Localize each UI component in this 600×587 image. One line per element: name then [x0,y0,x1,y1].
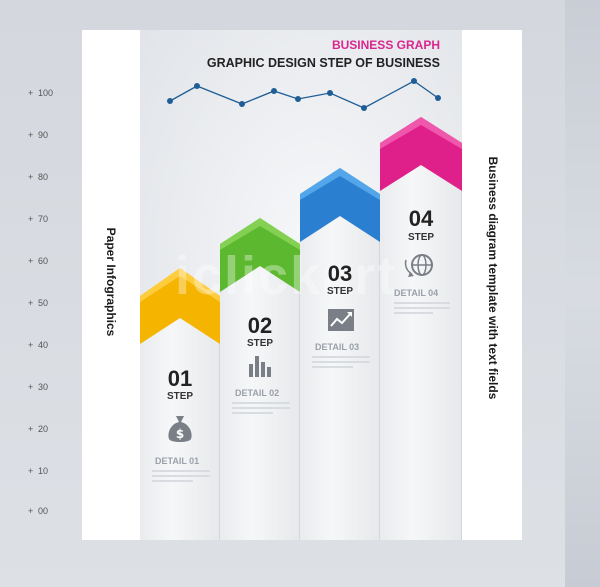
step-label-03: STEP [326,286,354,297]
axis-tick: +100 [28,88,54,98]
line-graph-point [435,95,441,101]
right-strip [462,30,522,540]
axis-tick: +80 [28,172,49,182]
business-graph-title: BUSINESS GRAPH [331,38,440,52]
globe-icon [404,254,433,277]
axis-tick: +50 [28,298,49,308]
left-strip [82,30,140,540]
axis-tick: +40 [28,340,49,350]
trend-chart-icon [328,309,354,331]
line-graph-point [194,83,200,89]
step-column-02 [220,245,300,540]
step-label-02: STEP [246,338,274,349]
line-graph-point [327,90,333,96]
line-graph-point [271,88,277,94]
axis-tick: +60 [28,256,49,266]
line-graph-point [167,98,173,104]
step-detail-01: DETAIL 01 [155,456,200,466]
watermark: iclickart [175,246,398,306]
step-arrow-01 [140,268,220,344]
axis-tick: +10 [28,466,49,476]
step-arrow-03 [300,168,380,242]
line-graph-point [295,96,301,102]
line-graph-point [411,78,417,84]
detail-text-lines-01 [152,470,210,485]
bar-chart-icon [249,356,271,377]
detail-text-lines-02 [232,402,290,417]
svg-text:$: $ [176,427,184,441]
money-bag-icon: $ [168,416,192,442]
line-graph-path [169,80,439,109]
step-number-02: 02 [247,313,273,338]
detail-text-lines-03 [312,356,370,371]
step-detail-02: DETAIL 02 [235,388,280,398]
step-number-04: 04 [408,206,434,231]
step-label-04: STEP [407,232,435,243]
line-graph-point [361,105,367,111]
detail-text-lines-04 [394,302,450,317]
step-detail-04: DETAIL 04 [394,288,439,298]
axis-tick: +90 [28,130,49,140]
step-column-04 [380,145,462,540]
axis-tick: +00 [28,506,49,516]
axis-tick: +30 [28,382,49,392]
step-number-01: 01 [167,366,193,391]
step-number-03: 03 [327,261,353,286]
step-arrow-04 [380,117,462,191]
step-arrow-02 [220,218,300,292]
step-label-01: STEP [166,391,194,402]
axis-tick: +70 [28,214,49,224]
subtitle: GRAPHIC DESIGN STEP OF BUSINESS [206,56,440,70]
step-detail-03: DETAIL 03 [315,342,360,352]
line-graph-point [239,101,245,107]
axis-tick: +20 [28,424,49,434]
